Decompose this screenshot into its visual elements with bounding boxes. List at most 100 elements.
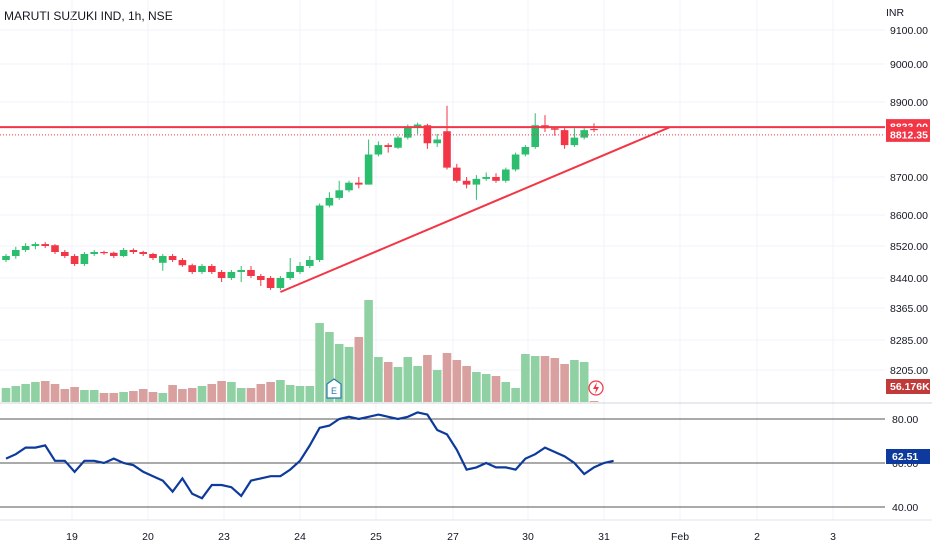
volume-bar-24	[236, 388, 246, 402]
volume-bar-44	[432, 370, 442, 402]
rsi-tick-2: 40.00	[892, 502, 918, 514]
price-tag-1: 8812.35	[890, 129, 928, 141]
candlestick-series	[2, 105, 598, 290]
volume-bar-33	[325, 332, 334, 402]
candle-body-46	[453, 167, 461, 181]
candle-body-15	[149, 254, 157, 258]
volume-bar-15	[148, 392, 158, 402]
x-tick-6: 30	[522, 531, 534, 543]
candle-body-45	[443, 131, 451, 168]
candle-body-0	[2, 256, 10, 260]
candle-body-9	[90, 252, 98, 254]
candle-body-38	[374, 145, 383, 155]
candle-body-52	[511, 154, 520, 170]
candle-body-40	[394, 137, 402, 148]
volume-bar-54	[530, 356, 540, 402]
price-tick-1: 9000.00	[890, 59, 928, 71]
candle-body-34	[335, 190, 343, 198]
candle-body-56	[551, 128, 559, 130]
volume-bar-27	[266, 382, 275, 402]
volume-bar-60	[589, 401, 599, 402]
x-tick-9: 2	[754, 531, 760, 543]
volume-bar-34	[334, 344, 344, 402]
price-tick-9: 8205.00	[890, 365, 928, 377]
drawings: E	[0, 126, 885, 399]
price-tick-5: 8520.00	[890, 241, 928, 253]
volume-bar-1	[11, 386, 21, 402]
volume-bar-47	[462, 366, 471, 402]
candle-body-7	[70, 256, 79, 264]
volume-bar-2	[21, 384, 30, 402]
volume-bar-25	[246, 388, 256, 402]
earnings-badge	[326, 378, 342, 399]
candle-body-13	[129, 250, 138, 252]
candle-body-1	[12, 250, 20, 256]
earnings-letter: E	[331, 386, 337, 396]
volume-bar-0	[1, 388, 11, 402]
x-tick-10: 3	[830, 531, 836, 543]
volume-bar-49	[481, 374, 491, 402]
candle-body-18	[178, 260, 187, 266]
price-tick-6: 8440.00	[890, 273, 928, 285]
volume-bar-7	[70, 387, 79, 402]
volume-bar-52	[511, 388, 520, 402]
x-tick-3: 24	[294, 531, 306, 543]
axes: 9100.00 9000.00 8900.00 8700.00 8600.00 8520.…	[0, 25, 932, 543]
price-tick-7: 8365.00	[890, 303, 928, 315]
volume-bar-42	[413, 366, 422, 402]
candle-body-42	[413, 124, 422, 127]
volume-tag-bg	[886, 379, 930, 394]
volume-bar-59	[579, 362, 589, 402]
rsi-tick-0: 80.00	[892, 414, 918, 426]
volume-bar-21	[207, 384, 217, 402]
currency-label: INR	[886, 7, 905, 19]
x-tick-7: 31	[598, 531, 610, 543]
candle-body-30	[296, 266, 304, 272]
candle-body-6	[61, 252, 69, 256]
candle-body-14	[139, 252, 147, 254]
candle-body-49	[482, 177, 490, 179]
candle-body-43	[423, 125, 432, 144]
candle-body-31	[306, 260, 314, 266]
price-tick-3: 8700.00	[890, 172, 928, 184]
volume-bar-18	[178, 389, 187, 402]
candle-body-21	[208, 266, 216, 272]
volume-bar-4	[40, 381, 50, 402]
candle-body-27	[266, 278, 275, 288]
candle-body-39	[384, 145, 392, 147]
candle-body-33	[325, 197, 334, 206]
candle-body-8	[80, 254, 89, 264]
volume-bar-38	[374, 357, 383, 402]
candle-body-57	[560, 130, 569, 146]
volume-bar-30	[295, 386, 305, 402]
volume-bar-41	[403, 357, 413, 402]
candle-body-4	[41, 244, 49, 246]
candle-body-5	[51, 245, 59, 252]
volume-bar-48	[472, 372, 481, 402]
volume-bar-45	[442, 353, 452, 402]
volume-bar-17	[168, 385, 177, 402]
candle-body-23	[227, 272, 236, 278]
candle-body-11	[110, 252, 118, 256]
earnings-marker: E	[326, 378, 342, 399]
x-tick-8: Feb	[671, 531, 689, 543]
volume-bar-10	[99, 393, 109, 402]
candle-body-32	[315, 205, 324, 260]
candle-body-28	[276, 278, 285, 288]
volume-bar-58	[570, 360, 579, 402]
grid-lines	[0, 0, 885, 520]
rsi-tag-bg	[886, 449, 930, 464]
candle-body-12	[119, 250, 128, 256]
price-tick-0: 9100.00	[890, 25, 928, 37]
rsi-current-tag: 62.51	[892, 451, 918, 463]
volume-bar-5	[50, 384, 60, 402]
volume-bar-9	[89, 390, 99, 402]
volume-bar-22	[217, 381, 226, 402]
volume-bar-23	[227, 382, 236, 402]
candle-body-25	[247, 270, 255, 276]
candle-body-48	[472, 178, 481, 185]
volume-bar-31	[305, 386, 315, 402]
candle-body-59	[580, 130, 588, 138]
candle-body-41	[404, 126, 412, 138]
